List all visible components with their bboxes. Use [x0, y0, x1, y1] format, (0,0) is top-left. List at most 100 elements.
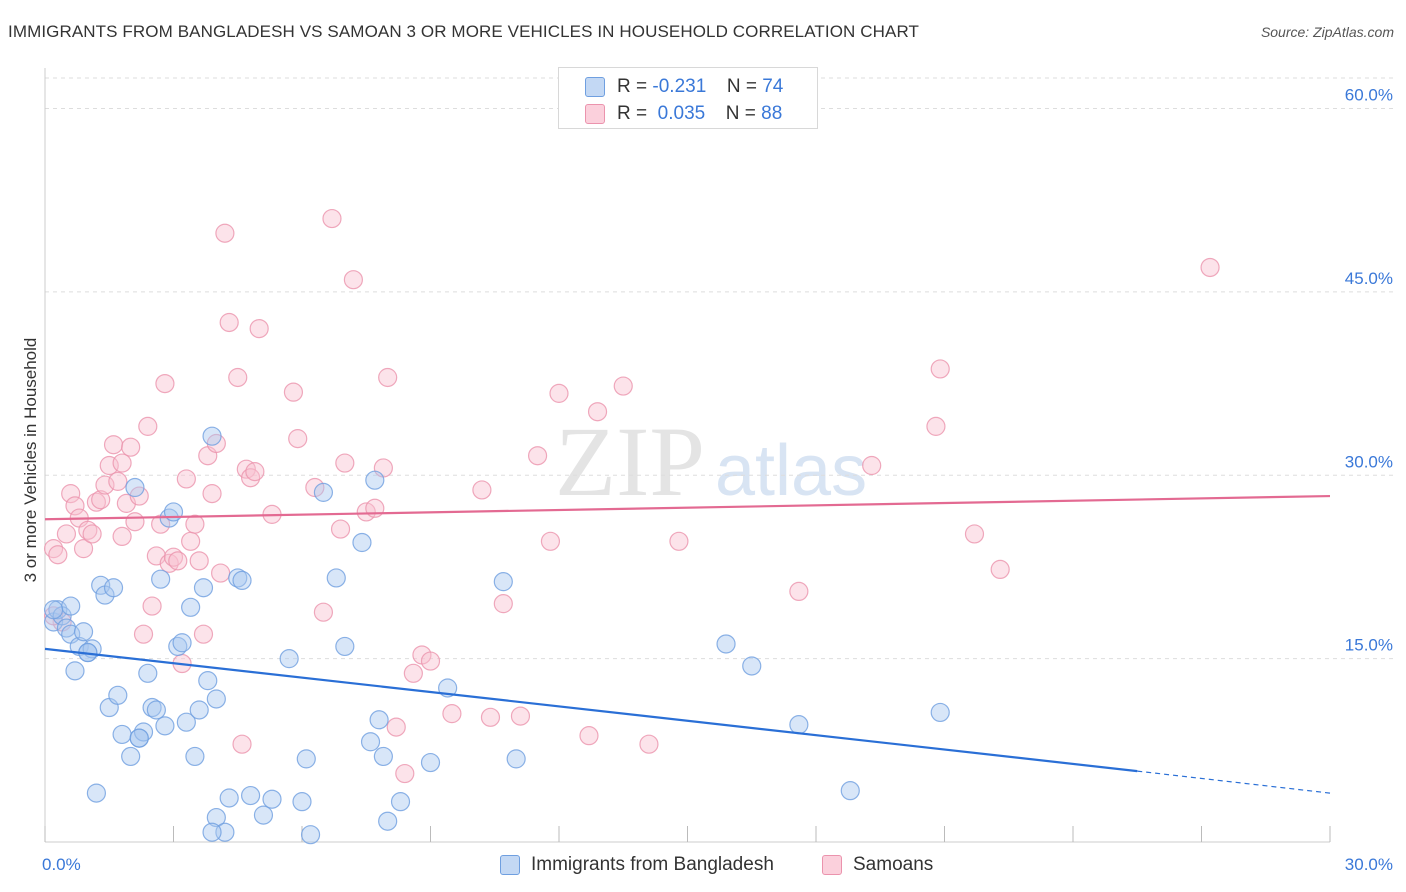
point-bangladesh	[155, 716, 175, 736]
point-samoan	[862, 455, 882, 476]
point-samoan	[930, 359, 950, 379]
point-samoan	[365, 498, 385, 518]
point-samoan	[378, 367, 398, 388]
point-samoan	[121, 437, 141, 457]
legend-n-label: N =	[726, 76, 757, 97]
watermark-atlas: atlas	[715, 431, 867, 511]
point-bangladesh	[232, 570, 252, 591]
legend-swatch-pink	[585, 104, 605, 124]
axis-labels: 15.0% 30.0% 45.0% 60.0% 0.0% 30.0% 3 or more V…	[21, 86, 1393, 874]
point-bangladesh	[742, 656, 762, 676]
point-samoan	[232, 734, 252, 754]
point-samoan	[1200, 257, 1220, 278]
point-bangladesh	[253, 805, 274, 825]
point-bangladesh	[172, 633, 192, 653]
watermark-zip: ZIP	[555, 406, 705, 517]
legend-n-label: N =	[725, 103, 756, 124]
point-samoan	[48, 545, 68, 565]
point-bangladesh	[219, 788, 239, 808]
series-legend-samoans: Samoans	[822, 852, 933, 878]
point-samoan	[138, 416, 158, 436]
legend-row-samoans: R = 0.035 N = 88	[585, 102, 782, 126]
point-samoan	[386, 717, 406, 737]
point-bangladesh	[241, 785, 261, 806]
point-bangladesh	[129, 728, 149, 748]
point-samoan	[472, 480, 492, 500]
point-bangladesh	[146, 700, 166, 720]
point-bangladesh	[420, 752, 441, 773]
point-bangladesh	[65, 661, 85, 681]
point-samoan	[322, 208, 342, 229]
point-samoan	[211, 563, 231, 583]
point-samoan	[283, 382, 304, 402]
point-samoan	[926, 416, 946, 436]
series-swatch-blue	[500, 855, 520, 875]
point-samoan	[65, 496, 85, 516]
point-samoan	[189, 551, 209, 571]
point-samoan	[112, 526, 132, 547]
trend-line-bangladesh-extension	[1137, 770, 1331, 794]
y-axis-label: 3 or more Vehicles in Household	[21, 338, 40, 583]
point-samoan	[245, 462, 265, 482]
point-bangladesh	[125, 477, 145, 498]
trend-lines	[44, 494, 1331, 794]
point-bangladesh	[493, 572, 513, 592]
point-bangladesh	[202, 822, 222, 842]
point-bangladesh	[789, 715, 809, 735]
point-bangladesh	[506, 749, 526, 769]
point-bangladesh	[840, 781, 860, 801]
point-samoan	[103, 435, 124, 455]
legend-swatch-blue	[585, 77, 605, 97]
point-bangladesh	[43, 600, 64, 620]
point-bangladesh	[176, 712, 196, 732]
point-samoan	[219, 312, 239, 333]
y-tick-label: 30.0%	[1345, 452, 1393, 471]
point-samoan	[964, 524, 985, 544]
point-samoan	[91, 490, 111, 510]
point-samoan	[125, 512, 145, 532]
y-tick-label: 45.0%	[1345, 269, 1393, 288]
point-bangladesh	[202, 426, 222, 446]
point-bangladesh	[163, 502, 184, 522]
point-samoan	[142, 596, 162, 616]
point-samoan	[95, 475, 115, 495]
point-bangladesh	[86, 783, 107, 803]
point-bangladesh	[335, 636, 355, 657]
point-samoan	[420, 651, 441, 671]
point-samoan	[330, 519, 351, 539]
legend-r-value: 0.035	[657, 103, 706, 124]
point-samoan	[215, 223, 235, 243]
point-samoan	[510, 706, 531, 726]
point-samoan	[549, 383, 569, 403]
point-samoan	[540, 531, 561, 551]
point-bangladesh	[313, 482, 334, 502]
point-bangladesh	[390, 792, 411, 812]
point-samoan	[168, 551, 188, 571]
point-samoan	[176, 469, 196, 489]
point-bangladesh	[326, 568, 346, 588]
point-samoan	[202, 484, 222, 504]
point-bangladesh	[352, 532, 372, 553]
legend-n-value: 74	[762, 76, 784, 97]
y-tick-label: 15.0%	[1345, 636, 1393, 655]
legend-row-bangladesh: R = -0.231 N = 74	[585, 75, 783, 99]
point-samoan	[442, 704, 462, 724]
point-samoan	[669, 531, 689, 551]
point-bangladesh	[716, 634, 736, 654]
point-samoan	[288, 429, 308, 449]
point-samoan	[613, 376, 633, 396]
point-samoan	[73, 539, 94, 559]
point-samoan	[82, 524, 102, 544]
x-tick-label: 30.0%	[1345, 855, 1393, 874]
legend-r-value: -0.231	[652, 76, 707, 97]
point-samoan	[990, 559, 1010, 580]
point-bangladesh	[360, 732, 381, 752]
point-samoan	[395, 763, 415, 784]
point-samoan	[228, 367, 248, 388]
gridlines	[45, 77, 1395, 660]
watermark: ZIP atlas	[555, 406, 867, 517]
point-bangladesh	[181, 597, 201, 617]
point-bangladesh	[378, 811, 398, 831]
series-swatch-pink	[822, 855, 842, 875]
